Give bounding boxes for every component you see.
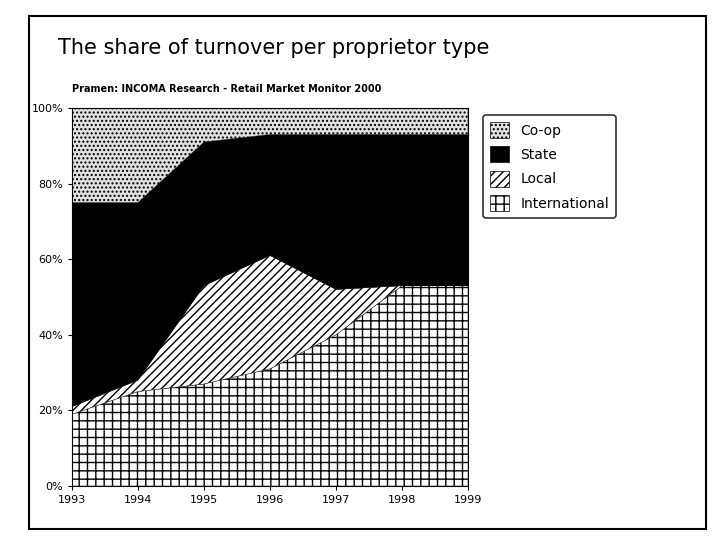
Text: Pramen: INCOMA Research - Retail Market Monitor 2000: Pramen: INCOMA Research - Retail Market … <box>72 84 382 94</box>
Legend: Co-op, State, Local, International: Co-op, State, Local, International <box>483 115 616 218</box>
Text: The share of turnover per proprietor type: The share of turnover per proprietor typ… <box>58 38 489 58</box>
